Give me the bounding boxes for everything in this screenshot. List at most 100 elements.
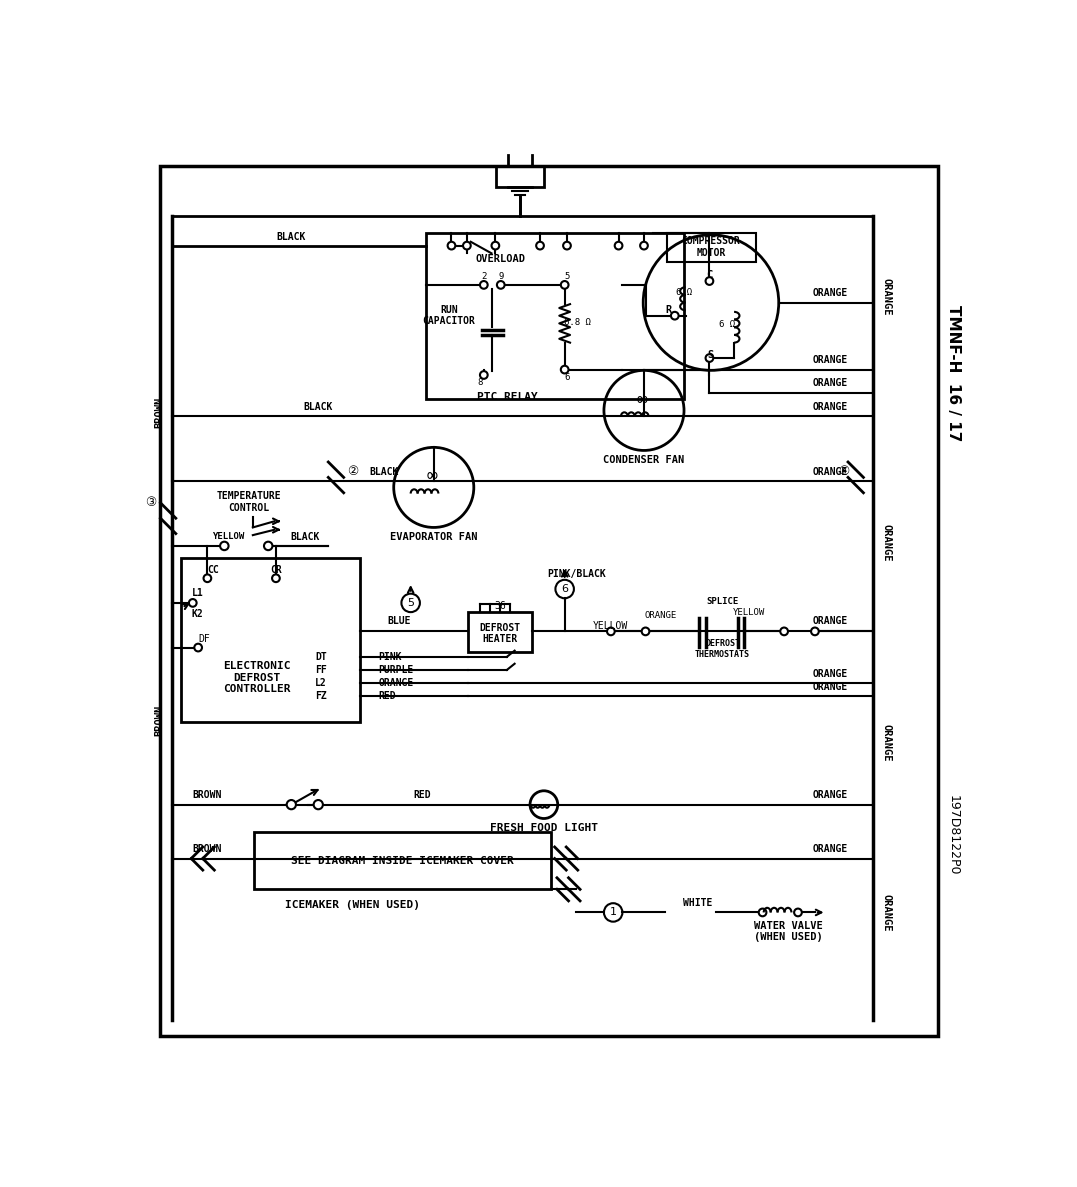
- Text: WHITE: WHITE: [683, 899, 713, 908]
- Text: 36: 36: [494, 601, 506, 611]
- Text: 5: 5: [564, 272, 570, 281]
- Text: ORANGE: ORANGE: [882, 525, 892, 561]
- Circle shape: [204, 575, 211, 582]
- Text: 8: 8: [477, 379, 482, 387]
- Text: FRESH FOOD LIGHT: FRESH FOOD LIGHT: [490, 823, 598, 833]
- Text: ORANGE: ORANGE: [882, 278, 892, 316]
- Bar: [426, 234, 684, 399]
- Text: 1: 1: [610, 907, 617, 918]
- Text: CR: CR: [270, 565, 282, 575]
- Circle shape: [272, 575, 280, 582]
- Text: ∞: ∞: [426, 466, 437, 484]
- Text: BLACK: BLACK: [369, 466, 398, 477]
- Circle shape: [496, 281, 505, 288]
- Text: 197D8122P0: 197D8122P0: [947, 795, 960, 876]
- Text: WATER VALVE
(WHEN USED): WATER VALVE (WHEN USED): [754, 921, 823, 942]
- Text: ORANGE: ORANGE: [813, 791, 848, 800]
- Text: PINK/BLACK: PINK/BLACK: [547, 569, 605, 578]
- Circle shape: [811, 628, 819, 635]
- Text: ∞: ∞: [637, 392, 648, 410]
- Bar: [254, 832, 550, 889]
- Text: ORANGE: ORANGE: [813, 288, 848, 298]
- Text: BLACK: BLACK: [291, 532, 320, 541]
- Text: FZ: FZ: [314, 691, 326, 702]
- Circle shape: [480, 372, 488, 379]
- Text: R: R: [666, 305, 672, 316]
- Text: PTC RELAY: PTC RELAY: [476, 392, 537, 401]
- Text: DEFROST
HEATER: DEFROST HEATER: [479, 623, 520, 645]
- Text: PINK: PINK: [378, 652, 402, 662]
- Text: COMPRESSOR
MOTOR: COMPRESSOR MOTOR: [682, 236, 740, 258]
- Circle shape: [220, 541, 228, 550]
- Circle shape: [671, 312, 679, 319]
- Text: BLACK: BLACK: [304, 401, 333, 412]
- Circle shape: [313, 800, 323, 810]
- Text: ORANGE: ORANGE: [645, 611, 677, 620]
- Text: BLUE: BLUE: [388, 616, 410, 627]
- Text: 6 Ω: 6 Ω: [676, 288, 693, 297]
- Text: S: S: [708, 350, 714, 360]
- Circle shape: [794, 908, 802, 916]
- Circle shape: [264, 541, 272, 550]
- Text: FF: FF: [314, 665, 326, 675]
- Circle shape: [480, 281, 488, 288]
- Text: C: C: [707, 269, 713, 280]
- Text: ORANGE: ORANGE: [813, 844, 848, 855]
- Text: RED: RED: [414, 791, 431, 800]
- Circle shape: [615, 242, 623, 249]
- Text: ORANGE: ORANGE: [882, 894, 892, 931]
- Text: 9: 9: [498, 272, 503, 281]
- Circle shape: [607, 628, 615, 635]
- Text: TMNF-H  16 / 17: TMNF-H 16 / 17: [946, 305, 961, 442]
- Text: SEE DIAGRAM INSIDE ICEMAKER COVER: SEE DIAGRAM INSIDE ICEMAKER COVER: [291, 856, 514, 865]
- Bar: [496, 165, 544, 188]
- Text: DT: DT: [314, 652, 326, 662]
- Circle shape: [536, 242, 544, 249]
- Text: ORANGE: ORANGE: [813, 681, 848, 692]
- Text: 6: 6: [561, 584, 569, 594]
- Text: K2: K2: [192, 609, 204, 620]
- Text: ICEMAKER (WHEN USED): ICEMAKER (WHEN USED): [285, 900, 420, 909]
- Text: ORANGE: ORANGE: [813, 401, 848, 412]
- Text: ORANGE: ORANGE: [813, 355, 848, 366]
- Text: 5: 5: [407, 598, 415, 608]
- Circle shape: [705, 278, 713, 285]
- Circle shape: [642, 628, 649, 635]
- Text: BLACK: BLACK: [277, 233, 306, 242]
- Text: BROWN: BROWN: [154, 704, 164, 736]
- Bar: [181, 558, 360, 722]
- Text: ③: ③: [145, 496, 156, 509]
- Text: RUN
CAPACITOR: RUN CAPACITOR: [423, 305, 476, 326]
- Text: ELECTRONIC
DEFROST
CONTROLLER: ELECTRONIC DEFROST CONTROLLER: [223, 661, 291, 694]
- Circle shape: [563, 242, 571, 249]
- Circle shape: [463, 242, 471, 249]
- Text: PURPLE: PURPLE: [378, 665, 414, 675]
- Text: CONDENSER FAN: CONDENSER FAN: [603, 455, 685, 464]
- Text: ORANGE: ORANGE: [813, 466, 848, 477]
- Bar: [468, 612, 532, 652]
- Text: SPLICE: SPLICE: [707, 597, 739, 605]
- Circle shape: [561, 281, 569, 288]
- Text: 6 Ω: 6 Ω: [719, 320, 736, 330]
- Text: CC: CC: [207, 565, 219, 575]
- Text: DEFROST
THERMOSTATS: DEFROST THERMOSTATS: [695, 640, 750, 659]
- Circle shape: [491, 242, 500, 249]
- Circle shape: [640, 242, 648, 249]
- Text: YELLOW: YELLOW: [593, 621, 629, 631]
- Text: YELLOW: YELLOW: [733, 608, 766, 616]
- Circle shape: [705, 354, 713, 362]
- Text: ORANGE: ORANGE: [813, 379, 848, 388]
- Text: ORANGE: ORANGE: [813, 616, 848, 627]
- Text: L2: L2: [314, 678, 326, 688]
- Circle shape: [194, 643, 202, 652]
- Text: BROWN: BROWN: [192, 844, 221, 855]
- Text: L1: L1: [192, 588, 204, 598]
- Text: RED: RED: [378, 691, 396, 702]
- Text: EVAPORATOR FAN: EVAPORATOR FAN: [390, 532, 477, 541]
- Circle shape: [188, 599, 197, 607]
- Text: TEMPERATURE
CONTROL: TEMPERATURE CONTROL: [216, 491, 281, 513]
- Text: YELLOW: YELLOW: [212, 532, 244, 541]
- Circle shape: [780, 628, 788, 635]
- Text: BROWN: BROWN: [192, 791, 221, 800]
- Text: 6.8 Ω: 6.8 Ω: [563, 318, 590, 328]
